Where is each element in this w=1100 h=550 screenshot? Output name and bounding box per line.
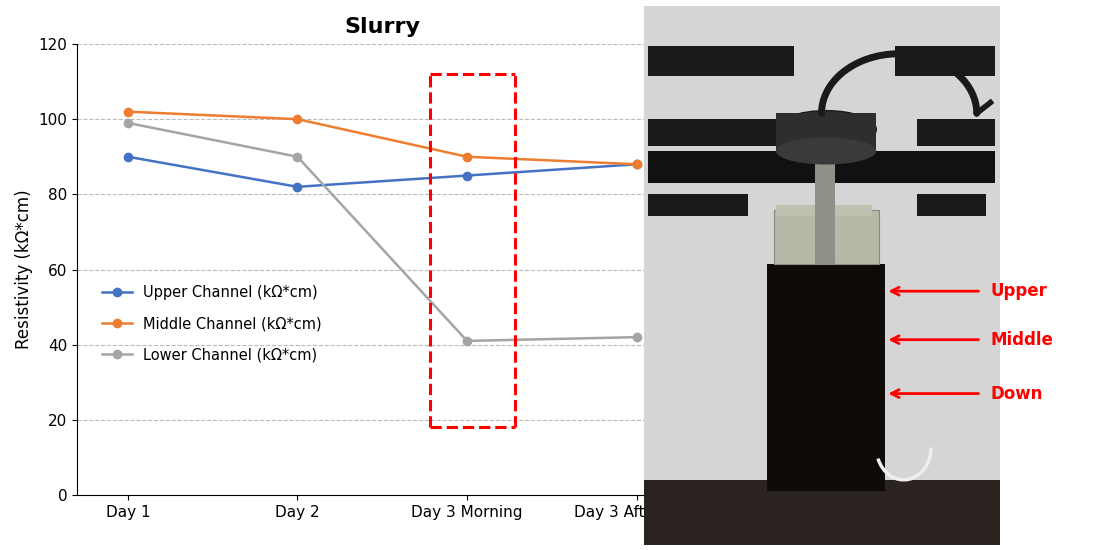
Text: Middle: Middle xyxy=(990,331,1054,349)
Upper Channel (kΩ*cm) xyxy=(461,172,474,179)
Line: Lower Channel (kΩ*cm): Lower Channel (kΩ*cm) xyxy=(123,119,641,345)
Middle Channel (kΩ*cm) xyxy=(290,116,304,123)
Bar xyxy=(894,46,996,75)
Middle Channel (kΩ*cm) xyxy=(630,161,644,168)
Middle Channel (kΩ*cm) xyxy=(121,108,134,115)
Ellipse shape xyxy=(776,111,877,148)
Upper Channel (kΩ*cm) xyxy=(290,184,304,190)
Bar xyxy=(644,6,1000,544)
Bar xyxy=(648,151,996,183)
Line: Middle Channel (kΩ*cm): Middle Channel (kΩ*cm) xyxy=(123,107,641,168)
Title: Slurry: Slurry xyxy=(344,17,420,37)
Y-axis label: Resistivity (kΩ*cm): Resistivity (kΩ*cm) xyxy=(14,190,33,349)
Bar xyxy=(648,194,748,216)
Bar xyxy=(776,205,871,216)
Lower Channel (kΩ*cm) xyxy=(290,153,304,160)
Bar xyxy=(644,480,1000,544)
Legend: Upper Channel (kΩ*cm), Middle Channel (kΩ*cm), Lower Channel (kΩ*cm): Upper Channel (kΩ*cm), Middle Channel (k… xyxy=(97,279,328,368)
Bar xyxy=(917,194,986,216)
Middle Channel (kΩ*cm) xyxy=(461,153,474,160)
Text: Upper: Upper xyxy=(990,282,1047,300)
Line: Upper Channel (kΩ*cm): Upper Channel (kΩ*cm) xyxy=(123,152,641,191)
Upper Channel (kΩ*cm) xyxy=(121,153,134,160)
Bar xyxy=(776,113,877,151)
Lower Channel (kΩ*cm) xyxy=(121,120,134,127)
Bar xyxy=(767,264,886,491)
Lower Channel (kΩ*cm) xyxy=(461,338,474,344)
Bar xyxy=(648,119,776,146)
Upper Channel (kΩ*cm) xyxy=(630,161,644,168)
Ellipse shape xyxy=(776,138,877,164)
Bar xyxy=(917,119,996,146)
Lower Channel (kΩ*cm) xyxy=(630,334,644,340)
Bar xyxy=(648,46,794,75)
Bar xyxy=(815,129,835,264)
Bar xyxy=(773,210,879,264)
Text: Down: Down xyxy=(990,384,1043,403)
